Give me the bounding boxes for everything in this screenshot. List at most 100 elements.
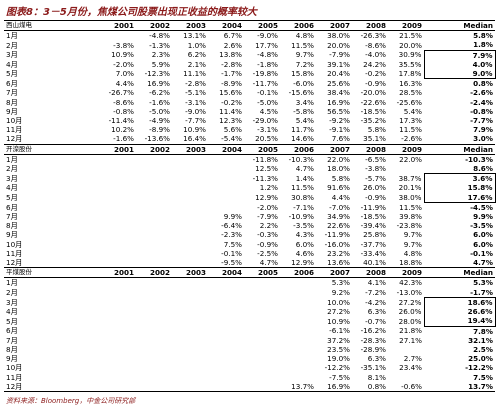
value-cell: 26.0% [363,183,386,193]
empty-cell [136,336,172,345]
data-row: 11月 -0.1% -2.5% 4.6% 23.2% -33.4% 4.8% -0.1% [4,249,495,258]
value-cell: 21.5% [399,31,422,41]
data-row: 11月 -7.5% 8.1% 7.5% [4,373,495,382]
value-cell: -37.7% [360,239,386,249]
value-cell: -5.0% [257,97,278,107]
empty-cell [208,202,244,212]
value-cell: 28.0% [398,316,422,326]
empty-cell [208,164,244,174]
month-label: 5月 [6,192,18,202]
median-cell: 26.6% [423,307,496,317]
empty-cell [280,345,316,354]
month-label: 4月 [6,59,18,69]
value-cell: -8.6% [365,40,386,50]
value-cell: -5.7% [365,174,386,183]
median-cell: 0.8% [473,79,493,89]
empty-cell [172,221,208,230]
value-cell: 20.0% [399,40,422,50]
month-label: 2月 [6,40,18,50]
value-cell: -11.7% [252,78,278,88]
value-cell: -18.5% [360,212,386,222]
column-header: 2009 [388,19,424,32]
value-cell: 5.3% [331,278,350,288]
empty-cell [208,288,244,298]
value-cell: -9.0% [185,106,206,116]
value-cell: -9.2% [329,116,350,126]
median-cell: 6.0% [473,239,493,249]
value-cell: 1.2% [259,183,278,193]
empty-cell [172,326,208,336]
value-cell: 9.2% [331,287,350,297]
value-cell: -6.4% [221,221,242,231]
data-row: 7月 9.9% -7.9% -10.9% 34.9% -18.5% 39.8% 9.9% [4,212,495,221]
month-label: 8月 [6,221,18,231]
data-row: 7月 -26.7% -6.2% -5.1% 15.6% -0.1% -15.6% 38.4% -… [4,88,495,97]
column-header: 2001 [100,19,136,32]
month-label: 6月 [6,202,18,212]
value-cell: -5.8% [293,106,314,116]
value-cell: -7.5% [329,372,350,382]
empty-cell [244,381,280,392]
value-cell: 16.9% [147,78,170,88]
empty-cell [208,373,244,382]
value-cell: 0.8% [352,381,388,392]
value-cell: -11.3% [252,174,278,183]
empty-cell [244,288,280,298]
median-cell: 18.6% [423,296,496,308]
median-cell: 3.0% [473,134,493,144]
value-cell: 4.7% [259,258,278,268]
value-cell: 27.2% [398,297,422,307]
value-cell: 7.0% [115,69,134,79]
column-header: 2002 [136,19,172,32]
empty-cell [136,307,172,316]
empty-cell [244,278,280,288]
value-cell: -28.9% [360,344,386,354]
value-cell: 13.7% [280,381,316,392]
median-cell: -0.1% [470,248,493,258]
value-cell: -0.2% [365,69,386,79]
column-header: 2003 [172,143,208,155]
value-cell: 39.1% [327,59,350,69]
empty-cell [136,354,172,363]
month-label: 12月 [6,258,23,268]
column-header: Median [424,143,495,155]
value-cell: 22.6% [327,221,350,231]
value-cell: 18.0% [327,164,350,174]
data-row: 2月 -3.8% -1.3% 1.0% 2.6% 17.7% 11.5% 20.0% -8.6%… [4,40,495,50]
value-cell: 6.3% [367,307,386,317]
value-cell: 23.5% [327,344,350,354]
empty-cell [172,297,208,307]
column-header: 2007 [316,267,352,279]
value-cell: -4.9% [149,116,170,126]
median-cell: 1.8% [473,40,493,50]
value-cell: 25.8% [363,230,386,240]
column-header: 2001 [100,267,136,279]
median-cell: 5.8% [473,31,493,41]
data-row: 2月 9.2% -7.2% -13.0% -1.7% [4,288,495,298]
value-cell: -10.9% [288,212,314,222]
data-row: 3月 10.0% -4.2% 27.2% 18.6% [4,296,496,308]
data-row: 8月 23.5% -28.9% 2.5% [4,345,495,354]
month-label: 9月 [6,354,18,364]
value-cell: 37.2% [327,335,350,345]
value-cell: 39.8% [399,212,422,222]
value-cell: -7.7% [185,116,206,126]
month-label: 9月 [6,230,18,240]
column-header: 2005 [244,143,280,155]
empty-cell [100,345,136,354]
empty-cell [388,373,424,382]
value-cell: 3.4% [295,97,314,107]
header-row: 平煤股份 2001 2002 2003 2004 2005 2006 2007 2008 2009… [4,267,495,279]
value-cell: 16.4% [183,134,206,144]
value-cell: 2.2% [259,221,278,231]
value-cell: 28.5% [399,88,422,98]
value-cell: 38.0% [398,192,422,202]
value-cell: 11.5% [291,183,314,193]
empty-cell [208,174,244,184]
value-cell: -1.7% [221,69,242,79]
value-cell: 17.8% [398,69,422,79]
data-row: 12月 -9.5% 4.7% 12.9% 13.6% 40.1% 18.8% 4.7% [4,258,495,268]
month-label: 6月 [6,326,18,336]
data-row: 5月 10.9% -0.7% 28.0% 19.4% [4,316,496,327]
median-cell: -2.6% [470,88,493,98]
